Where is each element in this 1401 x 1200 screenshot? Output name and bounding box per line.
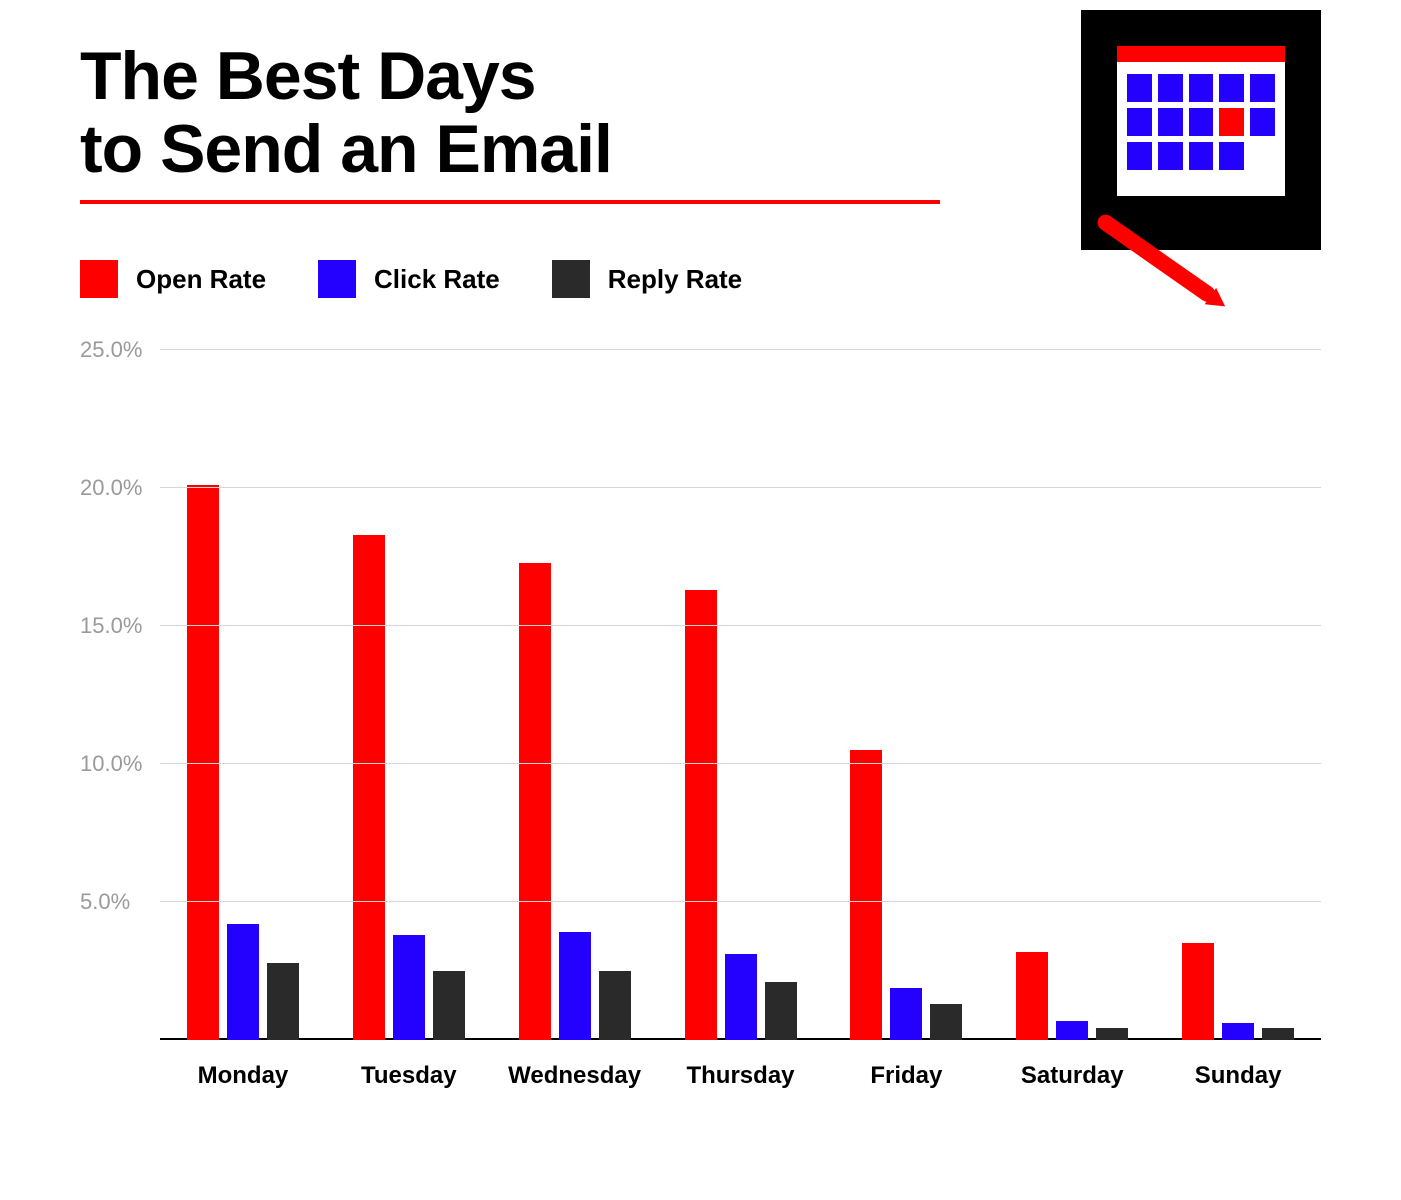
bar: [1222, 1023, 1254, 1040]
bar-group: [823, 350, 989, 1040]
x-axis-label: Sunday: [1155, 1048, 1321, 1100]
bars-container: [160, 350, 326, 1040]
y-axis-label: 15.0%: [80, 613, 152, 639]
bars-container: [823, 350, 989, 1040]
calendar-cell: [1250, 108, 1275, 136]
legend-swatch: [318, 260, 356, 298]
title-underline: [80, 200, 940, 204]
bars-container: [326, 350, 492, 1040]
gridline: [160, 763, 1321, 764]
legend-label: Reply Rate: [608, 264, 742, 295]
bar-group: [1155, 350, 1321, 1040]
x-axis-label: Tuesday: [326, 1048, 492, 1100]
calendar-icon: [1081, 10, 1321, 250]
gridline: [160, 487, 1321, 488]
x-axis-labels: MondayTuesdayWednesdayThursdayFridaySatu…: [160, 1048, 1321, 1100]
calendar-cell: [1158, 108, 1183, 136]
pencil-icon: [1094, 211, 1218, 304]
x-axis-label: Saturday: [989, 1048, 1155, 1100]
bar: [765, 982, 797, 1040]
bar-group: [989, 350, 1155, 1040]
legend-swatch: [552, 260, 590, 298]
bar-chart: 5.0%10.0%15.0%20.0%25.0% MondayTuesdayWe…: [80, 340, 1321, 1100]
bar: [433, 971, 465, 1040]
bar-groups: [160, 350, 1321, 1040]
calendar-cell: [1127, 74, 1152, 102]
bar-group: [658, 350, 824, 1040]
bars-container: [1155, 350, 1321, 1040]
bar: [519, 563, 551, 1040]
calendar-cell: [1219, 74, 1244, 102]
calendar-cell: [1219, 108, 1244, 136]
bars-container: [658, 350, 824, 1040]
bar: [890, 988, 922, 1040]
calendar-header-bar: [1117, 46, 1285, 62]
bars-container: [989, 350, 1155, 1040]
bar: [850, 750, 882, 1040]
gridline: [160, 349, 1321, 350]
y-axis-label: 25.0%: [80, 337, 152, 363]
bar: [685, 590, 717, 1040]
calendar-grid: [1127, 74, 1275, 170]
bar: [1056, 1021, 1088, 1040]
bar: [930, 1004, 962, 1040]
legend-item: Click Rate: [318, 260, 500, 298]
calendar-body: [1117, 46, 1285, 196]
calendar-cell: [1127, 108, 1152, 136]
bar: [267, 963, 299, 1040]
bar: [1096, 1028, 1128, 1040]
bar: [1016, 952, 1048, 1040]
x-axis-label: Friday: [823, 1048, 989, 1100]
y-axis-label: 5.0%: [80, 889, 152, 915]
calendar-cell: [1189, 108, 1214, 136]
calendar-cell: [1250, 74, 1275, 102]
bar: [1182, 943, 1214, 1040]
bar: [725, 954, 757, 1040]
legend: Open Rate Click Rate Reply Rate: [80, 260, 742, 298]
bar-group: [160, 350, 326, 1040]
calendar-cell: [1189, 142, 1214, 170]
bars-container: [492, 350, 658, 1040]
y-axis-label: 20.0%: [80, 475, 152, 501]
x-axis-label: Wednesday: [492, 1048, 658, 1100]
calendar-cell: [1127, 142, 1152, 170]
gridline: [160, 901, 1321, 902]
infographic-page: The Best Days to Send an Email Open Rate…: [0, 0, 1401, 1200]
x-axis-label: Monday: [160, 1048, 326, 1100]
calendar-cell: [1158, 74, 1183, 102]
x-axis-label: Thursday: [658, 1048, 824, 1100]
bar: [393, 935, 425, 1040]
legend-item: Open Rate: [80, 260, 266, 298]
title-line-1: The Best Days: [80, 38, 536, 114]
calendar-cell: [1189, 74, 1214, 102]
chart-title: The Best Days to Send an Email: [80, 40, 840, 187]
bar-group: [326, 350, 492, 1040]
calendar-cell: [1158, 142, 1183, 170]
gridline: [160, 625, 1321, 626]
legend-label: Click Rate: [374, 264, 500, 295]
bar-group: [492, 350, 658, 1040]
bar: [599, 971, 631, 1040]
calendar-cell: [1219, 142, 1244, 170]
legend-label: Open Rate: [136, 264, 266, 295]
title-line-2: to Send an Email: [80, 111, 612, 187]
y-axis-label: 10.0%: [80, 751, 152, 777]
legend-item: Reply Rate: [552, 260, 742, 298]
bar: [353, 535, 385, 1040]
bar: [227, 924, 259, 1040]
legend-swatch: [80, 260, 118, 298]
bar: [559, 932, 591, 1040]
plot-area: 5.0%10.0%15.0%20.0%25.0%: [160, 350, 1321, 1040]
bar: [1262, 1028, 1294, 1040]
